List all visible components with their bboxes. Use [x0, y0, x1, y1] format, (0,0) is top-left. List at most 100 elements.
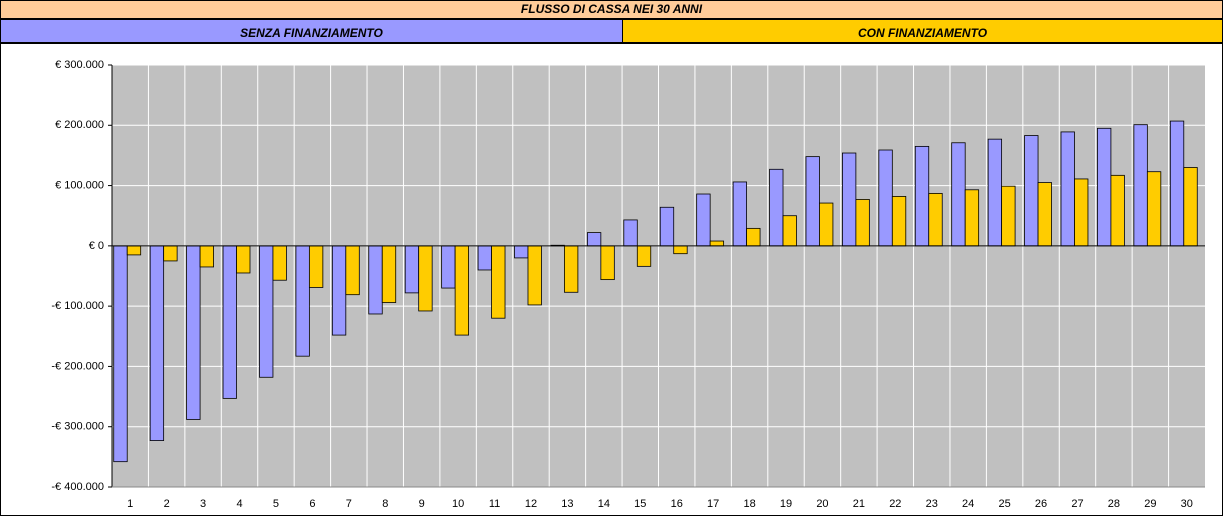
bar [454, 245, 469, 336]
bar [673, 245, 688, 255]
x-tick-label: 8 [382, 498, 388, 510]
bar [855, 199, 870, 247]
bar [259, 245, 274, 378]
bar [1074, 178, 1089, 247]
x-tick-label: 25 [998, 498, 1010, 510]
x-tick-label: 27 [1071, 498, 1083, 510]
bar [659, 206, 675, 247]
bar [564, 245, 579, 293]
bar [600, 245, 615, 281]
x-tick-label: 3 [200, 498, 206, 510]
y-tick-label: € 300.000 [55, 59, 104, 71]
bar [163, 245, 178, 262]
bar [1024, 135, 1039, 247]
y-tick-label: € 0 [89, 240, 104, 252]
x-tick-label: 22 [889, 498, 901, 510]
bar [1060, 131, 1075, 247]
bar [272, 245, 287, 281]
bar [1037, 182, 1052, 247]
chart-title: FLUSSO DI CASSA NEI 30 ANNI [0, 0, 1223, 19]
bar [586, 232, 602, 247]
bar [805, 156, 820, 247]
x-tick-label: 21 [853, 498, 865, 510]
bar [368, 245, 383, 315]
series-header: CON FINANZIAMENTO [622, 19, 1223, 43]
bar [477, 245, 492, 271]
chart: -€ 400.000 -€ 300.000 -€ 200.000 -€ 100.000… [0, 43, 1223, 516]
x-tick-label: 30 [1181, 498, 1193, 510]
bar [381, 245, 397, 303]
bar [186, 245, 201, 420]
x-tick-label: 18 [743, 498, 755, 510]
bar [1146, 171, 1162, 247]
y-tick-label: -€ 200.000 [51, 360, 104, 372]
bar [331, 245, 347, 336]
bar [441, 245, 456, 289]
x-tick-label: 2 [164, 498, 170, 510]
y-tick-label: -€ 300.000 [51, 421, 104, 433]
bar [842, 152, 857, 247]
bar [891, 196, 907, 247]
bar [1001, 185, 1016, 247]
bar [928, 193, 943, 247]
bar [623, 219, 638, 247]
bar [491, 245, 506, 319]
x-tick-label: 14 [598, 498, 610, 510]
x-tick-label: 29 [1144, 498, 1156, 510]
x-tick-label: 26 [1035, 498, 1047, 510]
x-tick-label: 1 [127, 498, 133, 510]
x-tick-label: 16 [671, 498, 683, 510]
bar [1097, 127, 1112, 247]
bar [987, 138, 1003, 247]
bar [418, 245, 433, 312]
bar [951, 142, 966, 247]
bar [769, 168, 784, 247]
x-tick-label: 13 [561, 498, 573, 510]
x-tick-label: 9 [419, 498, 425, 510]
x-tick-label: 23 [926, 498, 938, 510]
bar [1183, 167, 1198, 247]
x-tick-label: 24 [962, 498, 974, 510]
bar [345, 245, 360, 296]
x-tick-label: 10 [452, 498, 464, 510]
y-tick-label: -€ 400.000 [51, 481, 104, 493]
y-tick-label: -€ 100.000 [51, 300, 104, 312]
bar [819, 202, 834, 247]
x-tick-label: 4 [236, 498, 242, 510]
bar [149, 245, 165, 441]
x-tick-label: 11 [489, 498, 500, 510]
bar [126, 245, 142, 256]
x-tick-label: 5 [273, 498, 279, 510]
bar [636, 245, 652, 267]
x-tick-label: 6 [309, 498, 315, 510]
y-tick-label: € 100.000 [55, 179, 104, 191]
y-tick-label: € 200.000 [55, 119, 104, 131]
bar [113, 245, 128, 463]
bar [1110, 174, 1125, 247]
bar [914, 145, 930, 247]
bar [308, 245, 324, 288]
bar [199, 245, 214, 268]
x-tick-label: 19 [780, 498, 792, 510]
x-tick-label: 12 [525, 498, 537, 510]
x-tick-label: 17 [707, 498, 719, 510]
bar [964, 189, 980, 247]
x-tick-label: 28 [1108, 498, 1120, 510]
bar [295, 245, 310, 357]
bar [746, 227, 761, 247]
series-header: SENZA FINANZIAMENTO [0, 19, 623, 43]
bar [696, 193, 711, 247]
bar [782, 215, 797, 247]
x-tick-label: 20 [816, 498, 828, 510]
bar [878, 149, 893, 247]
x-tick-label: 7 [346, 498, 352, 510]
bar [709, 240, 725, 247]
bar [1169, 120, 1185, 247]
bar [732, 181, 747, 247]
bar [514, 245, 529, 259]
bar [222, 245, 237, 399]
bar [1133, 124, 1148, 247]
bar [236, 245, 251, 274]
bar [527, 245, 542, 306]
